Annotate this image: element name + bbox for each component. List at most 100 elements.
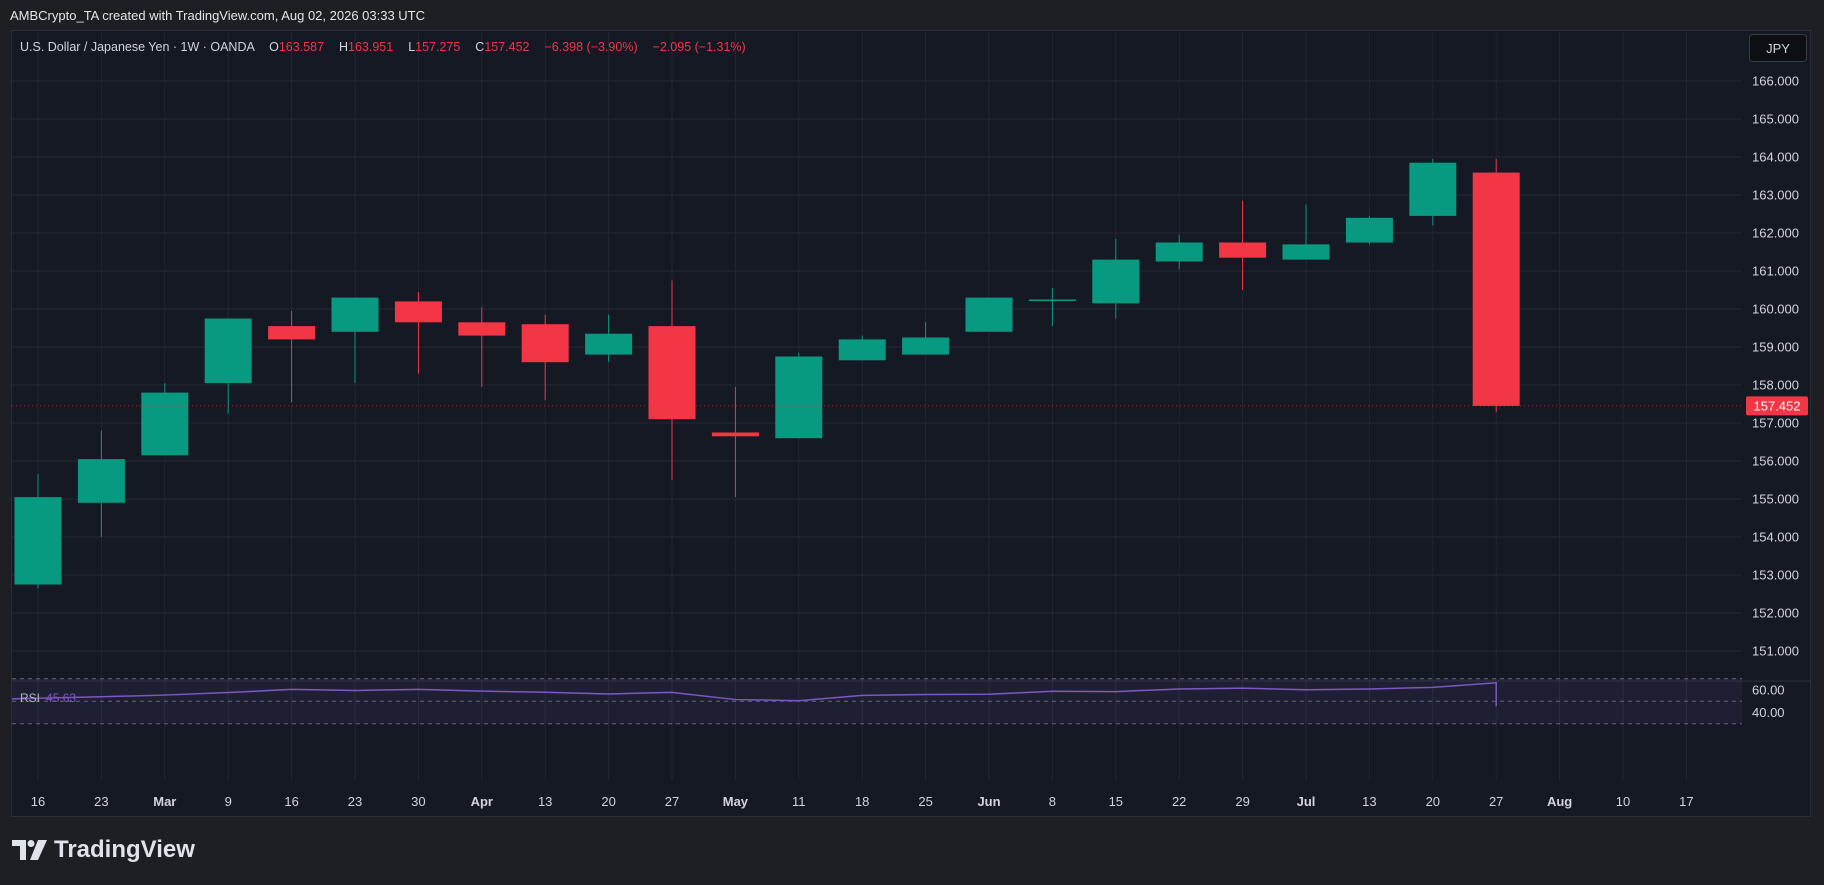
candle-body — [141, 392, 189, 456]
price-tick-label: 163.000 — [1752, 188, 1799, 203]
time-tick-label: 22 — [1172, 794, 1186, 809]
change-value: −6.398 (−3.90%) — [544, 40, 638, 54]
candle-body — [521, 324, 569, 363]
candle — [268, 310, 316, 403]
price-tick-label: 151.000 — [1752, 644, 1799, 659]
time-tick-label: 29 — [1235, 794, 1249, 809]
time-tick-label: 13 — [1362, 794, 1376, 809]
candle — [585, 314, 633, 363]
low-label: L — [408, 40, 416, 54]
time-tick-label: 10 — [1616, 794, 1630, 809]
rsi-line — [11, 681, 1497, 707]
rsi-pane — [11, 678, 1742, 725]
time-tick-label: 11 — [792, 794, 806, 809]
candle-body — [965, 297, 1013, 332]
price-tick-label: 155.000 — [1752, 492, 1799, 507]
time-tick-label: 23 — [348, 794, 362, 809]
candle-body — [1219, 242, 1267, 258]
candle-body — [838, 339, 886, 361]
time-tick-label: 27 — [1489, 794, 1503, 809]
time-tick-label: 20 — [1426, 794, 1440, 809]
price-tick-label: 152.000 — [1752, 606, 1799, 621]
open-value: 163.587 — [278, 40, 325, 54]
candle — [775, 352, 823, 439]
candle-body — [1282, 244, 1330, 260]
high-label: H — [339, 40, 349, 54]
price-tick-label: 165.000 — [1752, 112, 1799, 127]
time-tick-label: 9 — [225, 794, 232, 809]
open-label: O — [269, 40, 279, 54]
candle-body — [1155, 242, 1203, 262]
time-tick-label: 17 — [1679, 794, 1693, 809]
candle — [458, 307, 506, 387]
rsi-value: 45.63 — [46, 691, 77, 705]
candle — [902, 322, 950, 355]
time-tick-label: 27 — [665, 794, 679, 809]
candle — [394, 291, 442, 374]
candle — [331, 297, 379, 384]
time-tick-label: Apr — [471, 794, 493, 809]
rsi-tick-label: 40.00 — [1752, 705, 1785, 720]
close-value: 157.452 — [484, 40, 530, 54]
candle — [838, 335, 886, 361]
candle-body — [585, 333, 633, 355]
candle-body — [1472, 172, 1520, 406]
time-tick-label: 25 — [918, 794, 932, 809]
candle-body — [458, 322, 506, 336]
candle — [204, 318, 252, 414]
candle — [965, 297, 1013, 332]
time-tick-label: 15 — [1109, 794, 1123, 809]
tradingview-logo[interactable]: TradingView — [12, 836, 195, 864]
candle-body — [394, 301, 442, 323]
currency-button[interactable]: JPY — [1749, 34, 1807, 62]
price-tick-label: 164.000 — [1752, 150, 1799, 165]
time-tick-label: 8 — [1049, 794, 1056, 809]
time-tick-label: 20 — [601, 794, 615, 809]
tradingview-brand: TradingView — [54, 836, 195, 863]
candle-body — [268, 326, 316, 340]
price-tick-label: 166.000 — [1752, 74, 1799, 89]
candle — [1409, 158, 1457, 226]
low-value: 157.275 — [415, 40, 461, 54]
symbol-name: U.S. Dollar / Japanese Yen · 1W · OANDA — [20, 40, 255, 54]
rsi-legend: RSI 45.63 — [20, 691, 76, 705]
candle — [14, 474, 62, 589]
rsi-tick-label: 60.00 — [1752, 683, 1785, 698]
price-tick-label: 157.000 — [1752, 416, 1799, 431]
candle-body — [331, 297, 379, 332]
candle-body — [77, 459, 125, 503]
candle — [141, 383, 189, 456]
time-tick-label: 18 — [855, 794, 869, 809]
price-tick-label: 156.000 — [1752, 454, 1799, 469]
candle — [1472, 158, 1520, 413]
rsi-name: RSI — [20, 691, 41, 705]
high-value: 163.951 — [348, 40, 394, 54]
candle — [1282, 204, 1330, 260]
candle-body — [902, 337, 950, 355]
time-tick-label: Jun — [977, 794, 1000, 809]
candle-body — [711, 432, 759, 437]
time-tick-label: 16 — [284, 794, 298, 809]
candle-body — [14, 497, 62, 585]
candle-body — [775, 356, 823, 439]
time-tick-label: 13 — [538, 794, 552, 809]
price-tick-label: 161.000 — [1752, 264, 1799, 279]
candle — [711, 386, 759, 498]
candle — [521, 314, 569, 401]
price-tick-label: 162.000 — [1752, 226, 1799, 241]
price-tick-label: 153.000 — [1752, 568, 1799, 583]
candle-body — [648, 326, 696, 420]
time-tick-label: Aug — [1547, 794, 1572, 809]
time-tick-label: 16 — [31, 794, 45, 809]
price-tick-label: 160.000 — [1752, 302, 1799, 317]
close-label: C — [475, 40, 485, 54]
time-tick-label: May — [723, 794, 749, 809]
price-tick-label: 154.000 — [1752, 530, 1799, 545]
candle — [77, 430, 125, 537]
candle — [1219, 200, 1267, 290]
price-label-box — [1746, 396, 1808, 416]
price-tick-label: 158.000 — [1752, 378, 1799, 393]
candle-body — [1345, 217, 1393, 243]
time-tick-label: 23 — [94, 794, 108, 809]
